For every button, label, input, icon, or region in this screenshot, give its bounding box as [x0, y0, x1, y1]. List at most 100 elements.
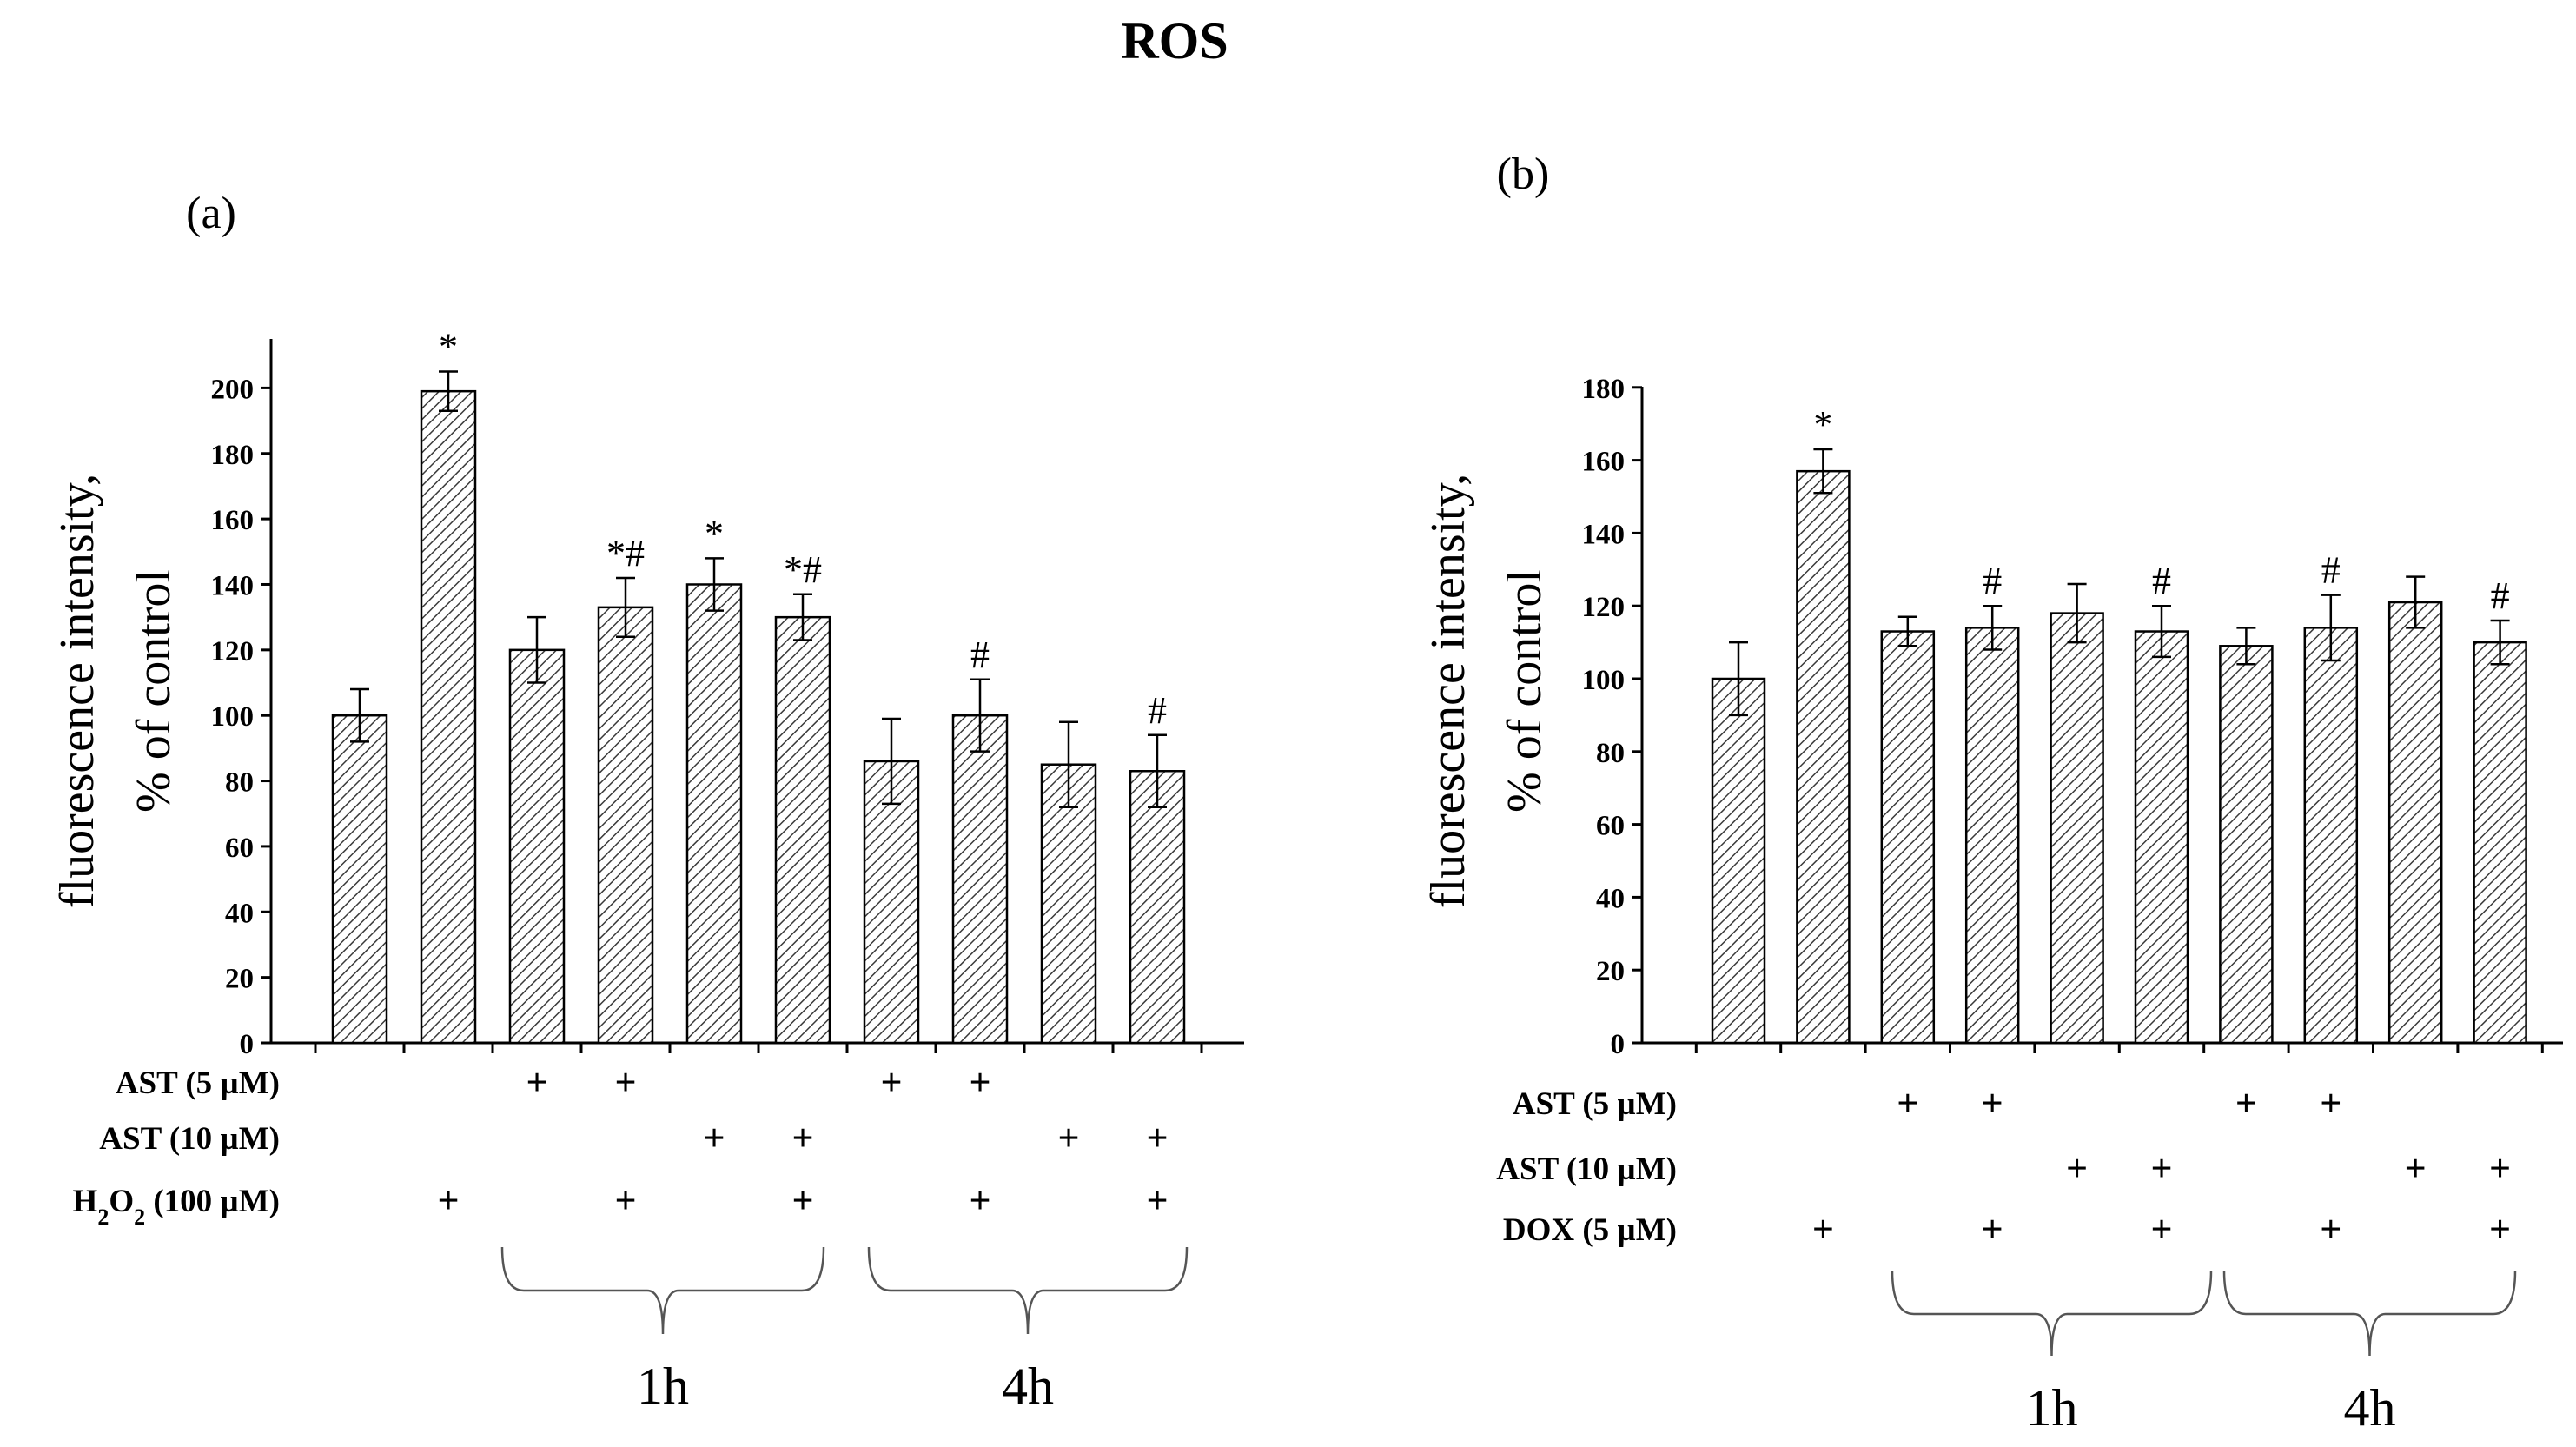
y-tick-label: 160 [1582, 447, 1626, 478]
treatment-plus: + [614, 1061, 636, 1104]
bar [2134, 630, 2189, 1045]
significance-mark: # [1148, 689, 1167, 732]
group-label: 4h [2344, 1379, 2396, 1437]
bar [331, 714, 388, 1045]
treatment-label: AST (10 µM) [99, 1121, 280, 1157]
treatment-plus: + [791, 1179, 813, 1222]
group-label: 4h [1002, 1357, 1054, 1415]
panel-label: (b) [1497, 149, 1550, 199]
y-tick-label: 160 [211, 505, 255, 536]
treatment-label: AST (5 µM) [116, 1065, 280, 1101]
treatment-plus: + [1982, 1082, 2003, 1125]
bar [1129, 770, 1186, 1045]
treatment-plus: + [2150, 1147, 2172, 1190]
y-tick-label: 20 [225, 964, 254, 995]
panel-a-chart: (a) fluorescence intensity, % of control 0 2… [50, 189, 1244, 1415]
significance-mark: * [1813, 403, 1832, 446]
bar [1964, 627, 2020, 1045]
y-axis-label-line2: % of control [1498, 569, 1552, 813]
group-label: 1h [2026, 1379, 2078, 1437]
treatment-plus: + [1897, 1082, 1918, 1125]
treatment-plus: + [2489, 1208, 2511, 1251]
y-axis-label-line1: fluorescence intensity, [50, 474, 104, 908]
treatment-plus: + [1146, 1179, 1168, 1222]
bar [1796, 469, 1851, 1045]
treatment-plus: + [1982, 1208, 2003, 1251]
treatment-plus: + [703, 1117, 725, 1159]
y-tick-label: 100 [1582, 665, 1626, 696]
treatment-plus: + [2066, 1147, 2088, 1190]
bar [2050, 612, 2104, 1045]
y-tick-label: 0 [240, 1029, 255, 1060]
bar [951, 714, 1009, 1045]
treatment-plus: + [526, 1061, 547, 1104]
treatment-plus: + [969, 1179, 990, 1222]
significance-mark: # [970, 634, 990, 676]
treatment-plus: + [614, 1179, 636, 1222]
y-tick-label: 40 [1596, 883, 1625, 914]
bar [597, 606, 654, 1045]
group-brace [1891, 1270, 2213, 1357]
group-brace [500, 1246, 825, 1335]
group-label: 1h [637, 1357, 689, 1415]
y-tick-label: 60 [1596, 811, 1625, 842]
treatment-plus: + [880, 1061, 902, 1104]
y-tick-label: 140 [1582, 519, 1626, 550]
treatment-label: AST (5 µM) [1513, 1086, 1677, 1122]
treatment-plus: + [2320, 1082, 2341, 1125]
y-tick-label: 80 [1596, 738, 1625, 769]
treatment-plus: + [2150, 1208, 2172, 1251]
treatment-label: AST (10 µM) [1496, 1152, 1677, 1187]
panel-b-chart: (b) fluorescence intensity, % of control 0 2… [1421, 149, 2563, 1437]
y-tick-label: 20 [1596, 956, 1625, 987]
treatment-plus: + [437, 1179, 459, 1222]
bar [1711, 677, 1766, 1045]
y-tick-label: 60 [225, 833, 254, 864]
significance-mark: # [2152, 560, 2171, 602]
y-tick-label: 200 [211, 374, 255, 405]
significance-mark: * [439, 326, 458, 368]
significance-mark: # [2321, 549, 2341, 592]
group-brace [867, 1246, 1189, 1335]
significance-mark: # [2491, 574, 2510, 617]
treatment-label: H2O2 (100 µM) [73, 1184, 280, 1230]
y-axis-label-line2: % of control [127, 569, 181, 813]
bar [2303, 627, 2359, 1045]
y-tick-label: 120 [1582, 592, 1626, 623]
treatment-plus: + [2235, 1082, 2257, 1125]
treatment-plus: + [969, 1061, 990, 1104]
treatment-plus: + [2320, 1208, 2341, 1251]
y-tick-label: 180 [211, 440, 255, 471]
treatment-label: DOX (5 µM) [1503, 1212, 1677, 1248]
panel-label: (a) [186, 189, 236, 238]
significance-mark: *# [606, 532, 645, 574]
y-tick-label: 140 [211, 570, 255, 601]
significance-mark: # [1983, 560, 2002, 602]
bar [1880, 630, 1936, 1045]
bar [2387, 601, 2443, 1045]
bar [420, 389, 477, 1045]
y-tick-label: 180 [1582, 374, 1626, 405]
y-tick-label: 40 [225, 898, 254, 929]
treatment-plus: + [791, 1117, 813, 1159]
treatment-plus: + [1057, 1117, 1079, 1159]
y-tick-label: 80 [225, 767, 254, 799]
y-tick-label: 100 [211, 701, 255, 733]
bar [2219, 645, 2274, 1045]
y-tick-label: 0 [1611, 1029, 1626, 1060]
y-tick-label: 120 [211, 636, 255, 667]
bar [508, 648, 566, 1045]
treatment-plus: + [2489, 1147, 2511, 1190]
y-axis-label-line1: fluorescence intensity, [1421, 474, 1475, 908]
treatment-plus: + [1812, 1208, 1834, 1251]
group-brace [2222, 1270, 2517, 1357]
bar [2473, 641, 2527, 1045]
figure-title: ROS [1121, 12, 1228, 70]
bar [774, 615, 831, 1045]
significance-mark: *# [784, 548, 822, 591]
treatment-plus: + [2405, 1147, 2427, 1190]
significance-mark: * [705, 512, 724, 554]
treatment-plus: + [1146, 1117, 1168, 1159]
bar [685, 583, 743, 1045]
